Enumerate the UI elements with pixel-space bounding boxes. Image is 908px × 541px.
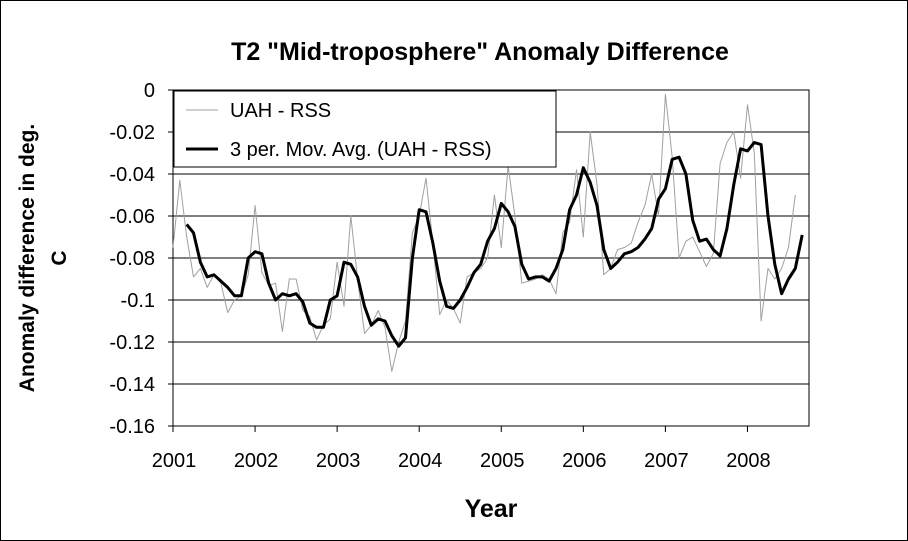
- y-axis-title-line-1: Anomaly difference in deg.: [16, 124, 39, 392]
- y-tick-label: 0: [144, 80, 155, 102]
- y-tick-label: -0.04: [109, 164, 155, 186]
- x-tick-label: 2007: [644, 450, 689, 472]
- chart-title: T2 "Mid-troposphere" Anomaly Difference: [231, 38, 729, 66]
- x-tick-label: 2001: [152, 450, 197, 472]
- y-axis-title-line-2: C: [48, 250, 71, 265]
- legend: UAH - RSS 3 per. Mov. Avg. (UAH - RSS): [173, 90, 557, 168]
- x-tick-label: 2006: [562, 450, 607, 472]
- series-line-uah-rss: [172, 93, 796, 372]
- y-tick-label: -0.06: [109, 206, 155, 228]
- y-tick-label: -0.1: [121, 290, 155, 312]
- legend-box: [173, 90, 557, 168]
- x-tick-label: 2003: [316, 450, 361, 472]
- y-tick-label: -0.14: [109, 374, 155, 396]
- x-tick-label: 2002: [234, 450, 279, 472]
- x-tick-label: 2005: [480, 450, 525, 472]
- x-axis-ticks: 2001 2002 2003 2004 2005 2006 2007 2008: [152, 426, 771, 472]
- legend-label-uah-rss: UAH - RSS: [230, 100, 331, 122]
- x-tick-label: 2008: [726, 450, 771, 472]
- y-tick-label: -0.02: [109, 122, 155, 144]
- y-axis-ticks: 0 -0.02 -0.04 -0.06 -0.08 -0.1 -0.12 -0.14 -0.16: [109, 80, 173, 438]
- legend-label-moving-average: 3 per. Mov. Avg. (UAH - RSS): [230, 139, 492, 161]
- y-tick-label: -0.16: [109, 416, 155, 438]
- y-tick-label: -0.12: [109, 332, 155, 354]
- x-axis-title: Year: [465, 495, 518, 523]
- x-tick-label: 2004: [398, 450, 443, 472]
- series-line-moving-average: [185, 141, 804, 348]
- y-tick-label: -0.08: [109, 248, 155, 270]
- series-layer: [172, 93, 804, 372]
